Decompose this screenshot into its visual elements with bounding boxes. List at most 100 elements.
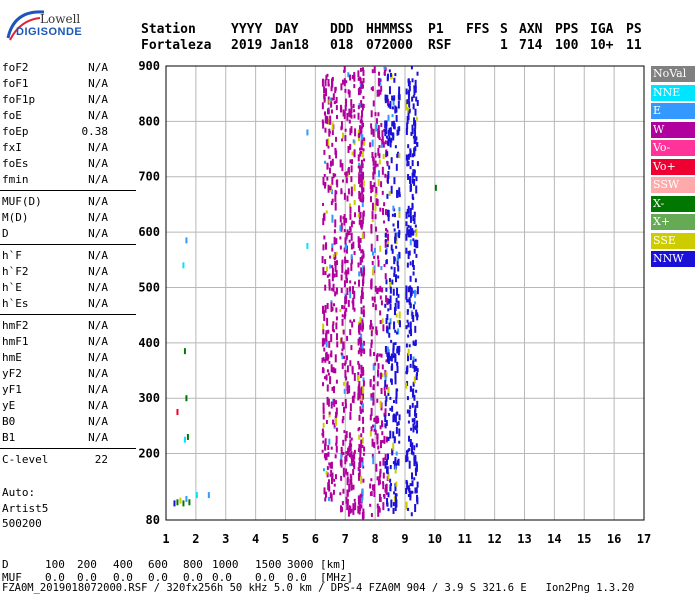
echo-point bbox=[378, 353, 381, 357]
echo-point bbox=[378, 153, 381, 159]
echo-point bbox=[374, 112, 377, 117]
echo-point bbox=[374, 285, 377, 292]
parameter-name: hmF2 bbox=[2, 319, 29, 332]
echo-point bbox=[330, 477, 333, 485]
echo-point bbox=[350, 256, 353, 265]
echo-point bbox=[370, 225, 373, 234]
echo-point bbox=[370, 224, 373, 229]
echo-point bbox=[330, 86, 333, 92]
echo-point bbox=[416, 71, 419, 76]
echo-point bbox=[385, 295, 388, 303]
echo-point bbox=[360, 166, 363, 170]
muf-cell: 0.0 bbox=[45, 571, 65, 584]
echo-point bbox=[333, 398, 336, 407]
echo-point bbox=[384, 94, 387, 101]
echo-point bbox=[382, 457, 385, 466]
echo-point bbox=[351, 395, 354, 403]
echo-point bbox=[344, 301, 347, 305]
echo-point bbox=[363, 158, 366, 162]
echo-point bbox=[392, 414, 395, 422]
echo-point bbox=[346, 478, 349, 486]
echo-point bbox=[388, 298, 391, 304]
echo-point bbox=[398, 229, 401, 235]
echo-point bbox=[361, 322, 364, 326]
echo-point bbox=[372, 402, 375, 406]
echo-point bbox=[370, 397, 373, 401]
echo-point bbox=[334, 417, 337, 426]
echo-point bbox=[321, 432, 324, 436]
x-tick-label: 3 bbox=[222, 532, 229, 546]
echo-point bbox=[394, 483, 397, 492]
echo-point bbox=[341, 419, 344, 424]
echo-point bbox=[374, 304, 377, 311]
echo-point bbox=[332, 173, 335, 179]
echo-point bbox=[405, 247, 408, 254]
echo-trace-w bbox=[369, 66, 389, 518]
echo-point bbox=[332, 329, 335, 333]
echo-point bbox=[357, 236, 360, 243]
echo-point bbox=[348, 93, 351, 98]
echo-point bbox=[358, 176, 361, 184]
logo-text-digisonde: DIGISONDE bbox=[16, 26, 83, 38]
echo-point bbox=[350, 437, 353, 441]
echo-point bbox=[377, 77, 380, 85]
parameter-name: foF1p bbox=[2, 93, 36, 106]
echo-point bbox=[414, 79, 417, 88]
echo-point bbox=[415, 389, 418, 393]
echo-point bbox=[330, 302, 333, 309]
echo-point bbox=[335, 379, 338, 384]
legend-entry: X+ bbox=[651, 214, 695, 230]
echo-point bbox=[333, 229, 336, 234]
echo-point bbox=[346, 260, 349, 264]
echo-point bbox=[408, 100, 411, 108]
echo-point bbox=[371, 69, 374, 74]
echo-point bbox=[386, 76, 389, 82]
echo-point bbox=[416, 400, 419, 408]
echo-point bbox=[343, 218, 346, 226]
auto-code: 500200 bbox=[2, 517, 42, 530]
echo-point bbox=[413, 138, 416, 145]
echo-point bbox=[335, 316, 338, 321]
echo-point bbox=[361, 81, 364, 88]
echo-point bbox=[369, 319, 372, 327]
echo-point bbox=[333, 423, 336, 428]
echo-point bbox=[329, 186, 332, 191]
echo-point bbox=[398, 345, 401, 352]
header-value: 1 bbox=[500, 38, 508, 53]
echo-point bbox=[398, 232, 401, 239]
echo-point bbox=[322, 267, 325, 276]
echo-point bbox=[321, 428, 324, 432]
echo-point bbox=[391, 95, 394, 101]
echo-point bbox=[325, 352, 328, 361]
echo-point bbox=[348, 385, 351, 394]
echo-point bbox=[375, 118, 378, 125]
echo-point bbox=[341, 79, 344, 85]
echo-point bbox=[373, 66, 376, 74]
echo-point bbox=[329, 255, 332, 259]
echo-point bbox=[372, 156, 375, 162]
echo-point bbox=[369, 430, 372, 437]
echo-point bbox=[373, 247, 376, 253]
echo-point bbox=[409, 225, 412, 234]
echo-point bbox=[387, 508, 390, 512]
echo-point bbox=[411, 402, 414, 408]
echo-point bbox=[375, 198, 378, 206]
echo-point bbox=[340, 126, 343, 131]
distance-cell: 1500 bbox=[255, 558, 282, 571]
echo-point bbox=[375, 186, 378, 195]
echo-point bbox=[360, 270, 363, 277]
echo-point bbox=[324, 447, 327, 451]
header-label: IGA bbox=[590, 22, 614, 37]
echo-point bbox=[386, 453, 389, 460]
echo-point bbox=[415, 116, 418, 121]
echo-point bbox=[395, 499, 398, 508]
echo-point bbox=[369, 414, 372, 421]
echo-point bbox=[416, 481, 419, 488]
echo-point bbox=[387, 361, 390, 365]
echo-point bbox=[397, 293, 400, 298]
echo-point bbox=[395, 313, 398, 318]
echo-point bbox=[332, 419, 335, 425]
echo-point bbox=[383, 412, 386, 417]
echo-point bbox=[412, 197, 415, 201]
echo-point bbox=[330, 109, 333, 114]
